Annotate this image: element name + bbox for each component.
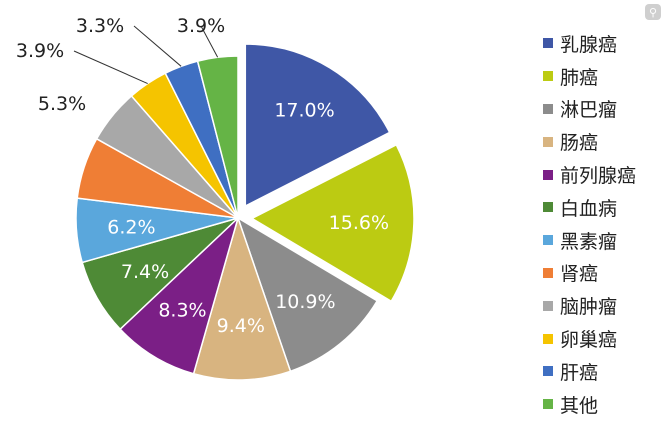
legend-item: 肠癌 (543, 125, 636, 158)
legend-label: 肺癌 (560, 66, 599, 89)
legend-swatch (543, 333, 553, 344)
data-label-12: 3.9% (177, 15, 225, 37)
data-label-1: 17.0% (274, 99, 334, 121)
legend-swatch (543, 71, 553, 82)
legend-label: 肠癌 (560, 132, 599, 155)
legend-swatch (543, 366, 553, 377)
legend-label: 淋巴瘤 (560, 99, 618, 122)
data-label-6: 7.4% (121, 261, 169, 283)
legend-label: 乳腺癌 (560, 33, 618, 56)
legend-swatch (543, 399, 553, 410)
legend-label: 黑素瘤 (560, 230, 618, 253)
legend-swatch (543, 103, 553, 114)
legend-swatch (543, 235, 553, 246)
legend-item: 卵巢癌 (543, 322, 636, 355)
leader-line-10 (73, 50, 148, 84)
legend-item: 乳腺癌 (543, 27, 636, 60)
legend-item: 前列腺癌 (543, 158, 636, 191)
legend-swatch (543, 267, 553, 278)
legend-item: 白血病 (543, 191, 636, 224)
legend-item: 肝癌 (543, 355, 636, 388)
legend-label: 卵巢癌 (560, 329, 618, 352)
legend-item: 淋巴瘤 (543, 93, 636, 126)
legend-item: 脑肿瘤 (543, 289, 636, 322)
legend-label: 前列腺癌 (560, 165, 637, 188)
legend-item: 肾癌 (543, 257, 636, 290)
leader-line-12 (200, 25, 219, 58)
data-label-5: 8.3% (158, 299, 206, 321)
chart-legend: 乳腺癌肺癌淋巴瘤肠癌前列腺癌白血病黑素瘤肾癌脑肿瘤卵巢癌肝癌其他 (543, 27, 636, 421)
legend-label: 肾癌 (560, 263, 599, 286)
legend-swatch (543, 38, 553, 49)
pie-slice-3 (236, 216, 379, 373)
data-label-9: 5.3% (38, 93, 86, 115)
data-label-4: 9.4% (217, 315, 265, 337)
pie-slice-1 (244, 43, 391, 208)
legend-swatch (543, 202, 553, 213)
legend-swatch (543, 169, 553, 180)
pie-slice-2 (250, 143, 415, 303)
pie-slice-4 (192, 215, 292, 381)
legend-label: 肝癌 (560, 361, 599, 384)
legend-label: 白血病 (560, 197, 618, 220)
legend-swatch (543, 300, 553, 311)
data-label-7: 6.2% (107, 216, 155, 238)
magnifier-icon[interactable]: ⚲ (645, 4, 661, 20)
legend-item: 肺癌 (543, 60, 636, 93)
legend-label: 脑肿瘤 (560, 296, 618, 319)
leader-line-11 (133, 25, 182, 67)
pie-slice-5 (119, 215, 240, 375)
legend-swatch (543, 136, 553, 147)
data-label-10: 3.9% (16, 40, 64, 62)
data-label-3: 10.9% (275, 291, 335, 313)
data-label-2: 15.6% (329, 212, 389, 234)
legend-item: 黑素瘤 (543, 224, 636, 257)
legend-label: 其他 (560, 394, 599, 417)
legend-item: 其他 (543, 388, 636, 421)
pie-slice-12 (196, 55, 239, 219)
data-label-11: 3.3% (76, 15, 124, 37)
